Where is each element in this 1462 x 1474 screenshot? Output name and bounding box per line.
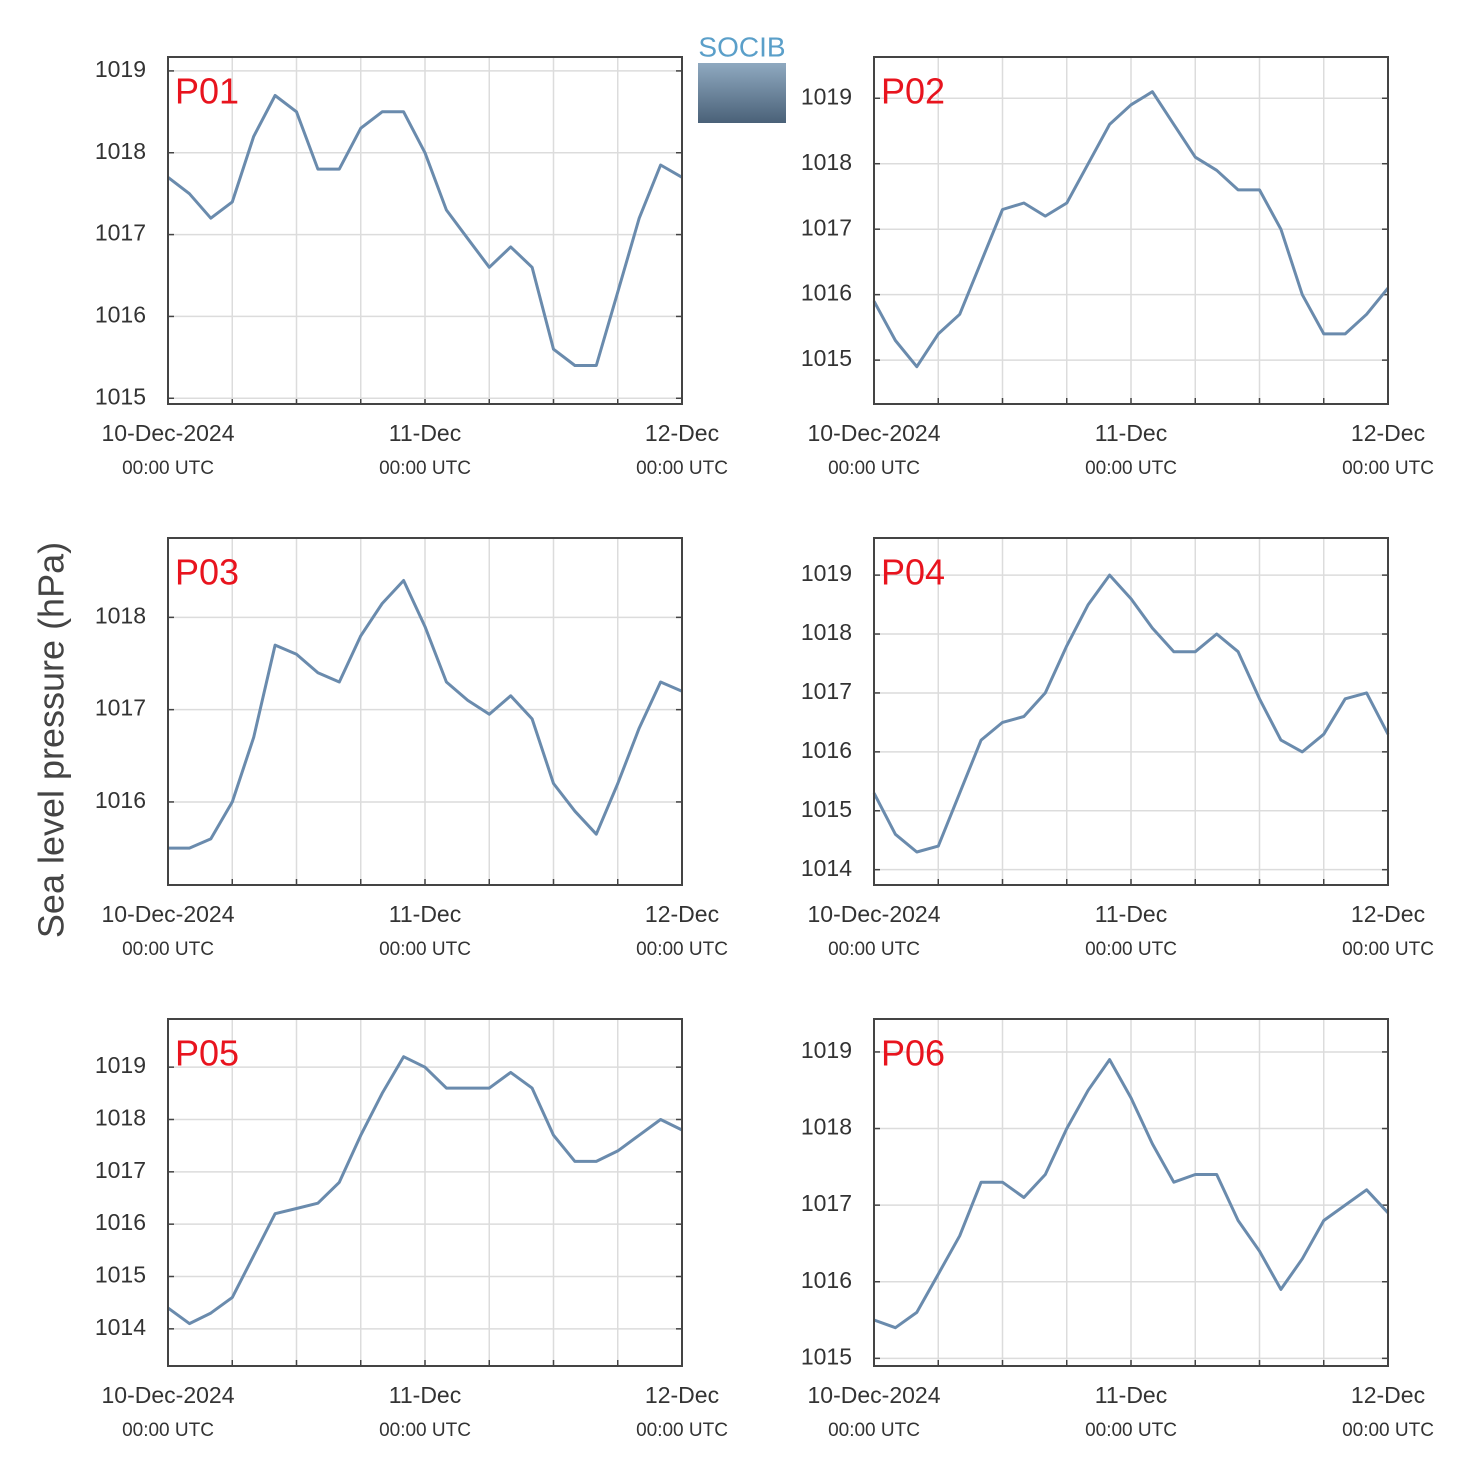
x-tick-label: 12-Dec	[645, 420, 719, 446]
x-tick-label: 11-Dec	[389, 1382, 461, 1408]
x-tick-label: 10-Dec-2024	[102, 420, 235, 446]
x-tick-sublabel: 00:00 UTC	[1342, 939, 1434, 960]
x-tick-sublabel: 00:00 UTC	[828, 458, 920, 479]
data-line	[168, 579, 683, 850]
x-tick-label: 10-Dec-2024	[808, 420, 941, 446]
y-tick-label: 1016	[95, 1209, 146, 1235]
x-tick-sublabel: 00:00 UTC	[379, 458, 471, 479]
data-line	[872, 90, 1390, 369]
x-tick-sublabel: 00:00 UTC	[1085, 1420, 1177, 1441]
y-tick-label: 1015	[95, 383, 146, 409]
data-line	[167, 94, 683, 367]
x-tick-sublabel: 00:00 UTC	[122, 1420, 214, 1441]
y-tick-label: 1017	[801, 214, 852, 240]
x-tick-label: 10-Dec-2024	[102, 1382, 235, 1408]
logo-image	[698, 63, 786, 123]
y-tick-label: 1019	[801, 83, 852, 109]
plot-frame	[873, 537, 1389, 886]
x-tick-sublabel: 00:00 UTC	[1342, 458, 1434, 479]
y-tick-label: 1019	[95, 56, 146, 82]
plot-frame	[873, 56, 1389, 405]
y-tick-label: 1019	[801, 560, 852, 586]
y-tick-label: 1016	[95, 787, 146, 813]
y-tick-label: 1017	[95, 695, 146, 721]
panel-title: P03	[175, 552, 239, 593]
y-axis-label: Sea level pressure (hPa)	[31, 542, 72, 938]
data-line	[872, 573, 1390, 854]
x-tick-sublabel: 00:00 UTC	[379, 939, 471, 960]
x-tick-label: 11-Dec	[1095, 1382, 1167, 1408]
y-tick-label: 1015	[801, 796, 852, 822]
y-tick-label: 1014	[95, 1314, 146, 1340]
x-tick-sublabel: 00:00 UTC	[379, 1420, 471, 1441]
x-tick-sublabel: 00:00 UTC	[1085, 939, 1177, 960]
x-tick-sublabel: 00:00 UTC	[636, 458, 728, 479]
x-tick-sublabel: 00:00 UTC	[636, 1420, 728, 1441]
y-tick-label: 1018	[95, 138, 146, 164]
x-tick-label: 11-Dec	[1095, 901, 1167, 927]
x-tick-label: 12-Dec	[645, 901, 719, 927]
x-tick-sublabel: 00:00 UTC	[1342, 1420, 1434, 1441]
y-tick-label: 1015	[801, 345, 852, 371]
panel-title: P06	[881, 1033, 945, 1074]
y-tick-label: 1016	[95, 302, 146, 328]
x-tick-label: 12-Dec	[1351, 1382, 1425, 1408]
y-tick-label: 1019	[95, 1052, 146, 1078]
y-tick-label: 1016	[801, 280, 852, 306]
panel-title: P04	[881, 552, 945, 593]
y-tick-label: 1018	[95, 1105, 146, 1131]
y-tick-label: 1014	[801, 855, 852, 881]
x-tick-label: 10-Dec-2024	[808, 901, 941, 927]
x-tick-label: 11-Dec	[1095, 420, 1167, 446]
x-tick-label: 12-Dec	[1351, 901, 1425, 927]
x-tick-label: 11-Dec	[389, 420, 461, 446]
y-tick-label: 1015	[95, 1262, 146, 1288]
x-tick-sublabel: 00:00 UTC	[636, 939, 728, 960]
panel-title: P01	[175, 71, 239, 112]
plot-frame	[167, 537, 683, 886]
x-tick-label: 10-Dec-2024	[102, 901, 235, 927]
y-tick-label: 1018	[95, 602, 146, 628]
x-tick-label: 11-Dec	[389, 901, 461, 927]
plot-frame	[873, 1018, 1389, 1367]
plot-frame	[167, 56, 683, 405]
x-tick-sublabel: 00:00 UTC	[1085, 458, 1177, 479]
y-tick-label: 1015	[801, 1343, 852, 1369]
x-tick-label: 10-Dec-2024	[808, 1382, 941, 1408]
x-tick-sublabel: 00:00 UTC	[828, 1420, 920, 1441]
y-tick-label: 1018	[801, 149, 852, 175]
y-tick-label: 1018	[801, 1114, 852, 1140]
y-tick-label: 1017	[801, 678, 852, 704]
x-tick-label: 12-Dec	[645, 1382, 719, 1408]
y-tick-label: 1017	[95, 1157, 146, 1183]
x-tick-sublabel: 00:00 UTC	[122, 458, 214, 479]
y-tick-label: 1017	[801, 1190, 852, 1216]
logo-text: SOCIB	[698, 31, 785, 62]
data-line	[873, 1058, 1390, 1330]
y-tick-label: 1016	[801, 737, 852, 763]
panel-title: P05	[175, 1033, 239, 1074]
x-tick-sublabel: 00:00 UTC	[828, 939, 920, 960]
data-line	[167, 1055, 683, 1326]
x-tick-label: 12-Dec	[1351, 420, 1425, 446]
x-tick-sublabel: 00:00 UTC	[122, 939, 214, 960]
y-tick-label: 1017	[95, 220, 146, 246]
y-tick-label: 1016	[801, 1267, 852, 1293]
y-tick-label: 1019	[801, 1037, 852, 1063]
y-tick-label: 1018	[801, 619, 852, 645]
panel-title: P02	[881, 71, 945, 112]
plot-frame	[167, 1018, 683, 1367]
